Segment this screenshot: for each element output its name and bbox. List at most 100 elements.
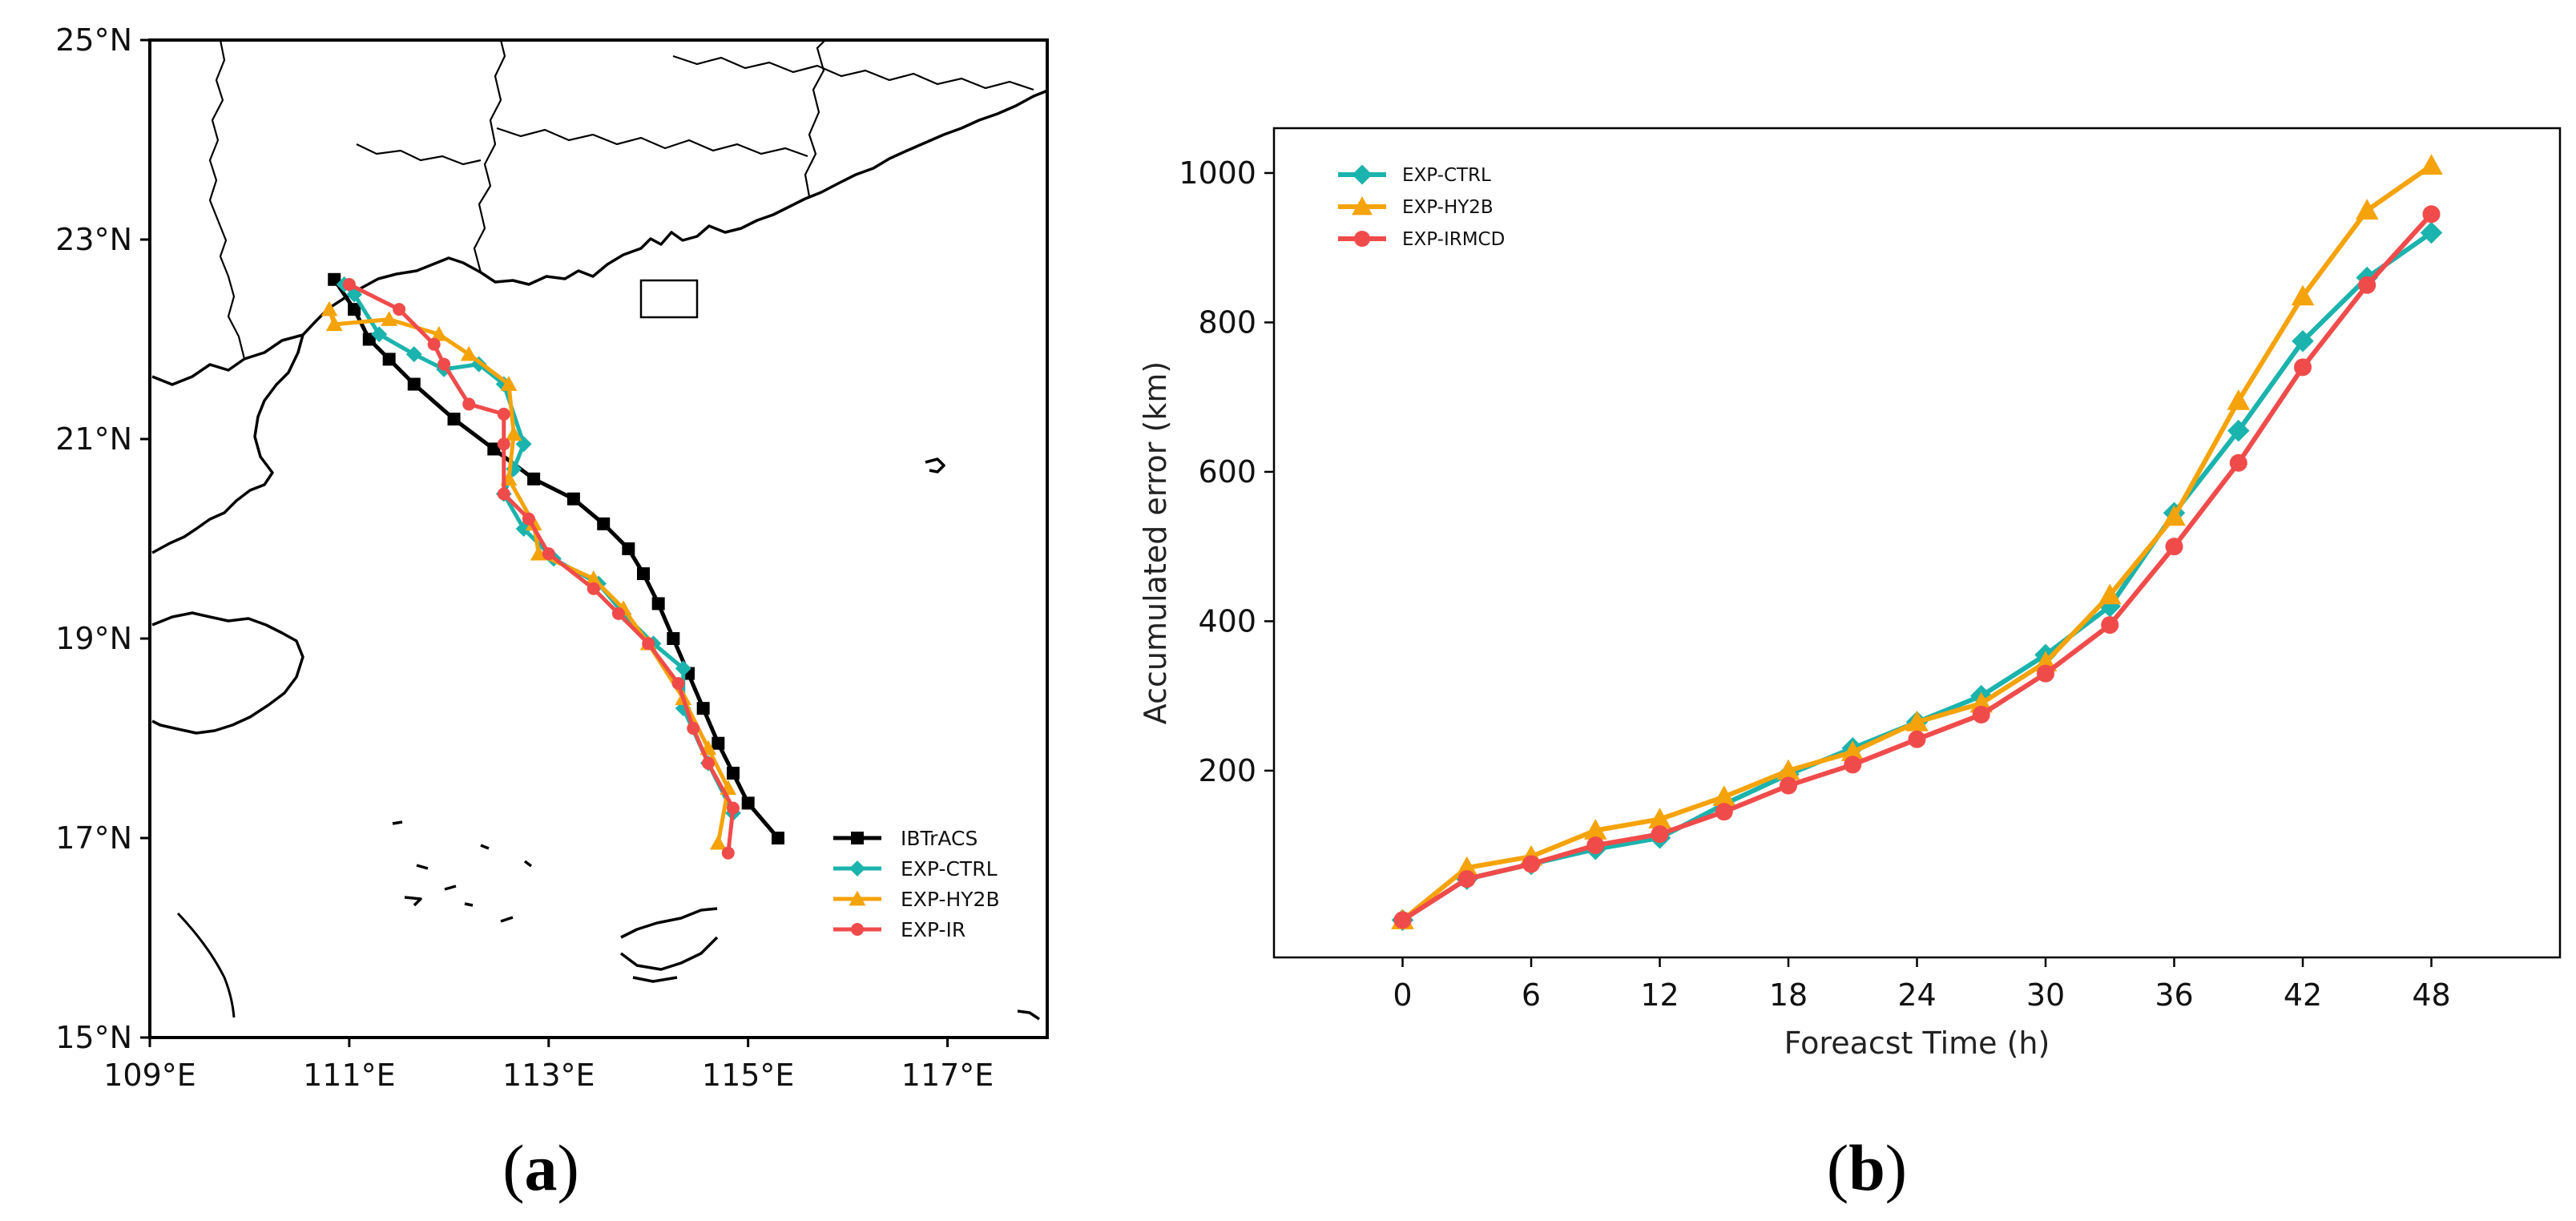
data-point-exp-ctrl	[2420, 221, 2443, 244]
data-point-exp-irmcd	[1715, 803, 1733, 821]
data-point-exp-hy2b	[2420, 154, 2443, 175]
southeast-island	[1017, 1009, 1040, 1021]
track-point-ibtracs	[712, 736, 725, 750]
data-point-exp-irmcd	[1522, 855, 1540, 873]
track-point-ibtracs	[527, 472, 541, 486]
panel-b-error-chart: 0 6 12 18 24 30 36 42 48 200 400 600 800 1000 EXP-CTR…	[1098, 0, 2576, 1221]
track-point-exp-hy2b	[500, 376, 518, 391]
track-point-ibtracs	[382, 353, 396, 366]
data-point-exp-irmcd	[2037, 664, 2054, 683]
track-line-exp-hy2b	[327, 308, 731, 844]
x-tick-label: 115°E	[702, 1058, 795, 1093]
x-tick-label: 117°E	[901, 1058, 994, 1093]
panel-a-track-map: 109°E 111°E 113°E 115°E 117°E 15°N 17°N 19°N 21°…	[0, 0, 1066, 1221]
y-tick-label: 400	[1198, 603, 1256, 639]
x-tick-label: 24	[1897, 977, 1936, 1013]
map-frame	[148, 38, 1049, 1039]
map-tracks	[320, 272, 784, 860]
paracel-islands	[392, 820, 533, 923]
track-point-exp-ir	[727, 801, 740, 815]
x-tick-label: 48	[2412, 977, 2450, 1013]
data-point-exp-irmcd	[1457, 870, 1476, 889]
x-tick-label: 30	[2026, 977, 2065, 1013]
hainan-island	[151, 611, 304, 735]
track-point-exp-hy2b	[530, 545, 547, 561]
track-point-exp-hy2b	[325, 316, 343, 332]
track-point-ibtracs	[447, 413, 461, 426]
track-point-exp-hy2b	[430, 325, 448, 341]
x-tick-label: 12	[1640, 977, 1679, 1013]
track-point-exp-ir	[721, 846, 735, 860]
caption-b: (b)	[1827, 1131, 1907, 1204]
data-point-exp-hy2b	[1648, 808, 1671, 828]
southern-islands	[619, 907, 719, 983]
data-point-exp-irmcd	[2294, 358, 2312, 377]
x-tick-label: 6	[1522, 977, 1541, 1013]
track-point-ibtracs	[667, 632, 680, 645]
x-tick-label: 42	[2284, 977, 2322, 1013]
track-point-ibtracs	[741, 796, 755, 810]
data-point-exp-hy2b	[1905, 710, 1929, 731]
series-line-exp-irmcd	[1401, 212, 2433, 922]
data-point-exp-hy2b	[2291, 284, 2315, 306]
data-point-exp-hy2b	[2227, 389, 2251, 410]
legend-label: EXP-CTRL	[901, 857, 998, 880]
legend-marker-exp-ctrl	[849, 860, 865, 876]
legend-marker-exp-ir	[851, 923, 864, 936]
map-arc	[176, 912, 236, 1018]
data-point-exp-irmcd	[1844, 756, 1862, 774]
track-point-exp-ir	[497, 407, 510, 421]
y-axis-title: Accumulated error (km)	[1138, 361, 1173, 724]
legend-marker-exp-hy2b	[849, 890, 866, 906]
legend-label: EXP-CTRL	[1402, 165, 1491, 186]
data-point-exp-irmcd	[1908, 730, 1926, 748]
track-point-exp-ctrl	[405, 346, 422, 363]
track-point-exp-ir	[437, 357, 451, 371]
track-point-exp-ctrl	[371, 326, 388, 343]
leizhou-peninsula	[151, 334, 304, 554]
track-point-exp-ir	[642, 637, 655, 651]
track-point-ibtracs	[597, 517, 611, 530]
track-point-exp-ir	[587, 582, 600, 595]
y-tick-label: 1000	[1179, 155, 1256, 191]
data-point-exp-hy2b	[2098, 583, 2122, 605]
y-tick-label: 19°N	[55, 621, 132, 656]
track-point-exp-ctrl	[675, 660, 691, 677]
track-point-exp-ir	[342, 278, 356, 292]
plot-frame	[1272, 127, 2562, 959]
data-point-exp-ctrl	[2227, 419, 2250, 442]
data-point-exp-hy2b	[1776, 759, 1800, 780]
x-tick-label: 0	[1393, 977, 1412, 1013]
legend-label: EXP-HY2B	[901, 888, 1000, 911]
y-tick-label: 200	[1198, 753, 1256, 788]
province-borders	[208, 40, 246, 360]
track-point-exp-ir	[462, 397, 476, 411]
track-point-exp-hy2b	[585, 570, 603, 586]
track-point-ibtracs	[362, 332, 376, 346]
data-point-exp-irmcd	[2165, 538, 2183, 556]
data-point-exp-irmcd	[1780, 776, 1797, 795]
track-point-exp-ir	[701, 756, 715, 770]
data-point-exp-irmcd	[2358, 276, 2376, 294]
data-point-exp-hy2b	[1712, 785, 1736, 806]
east-island	[925, 457, 945, 473]
legend-marker-ibtracs	[851, 832, 864, 844]
chart-legend: EXP-CTRL EXP-HY2B EXP-IRMCD	[1338, 164, 1505, 250]
legend-label: IBTrACS	[901, 827, 978, 850]
data-point-exp-hy2b	[1583, 819, 1607, 840]
track-point-ibtracs	[407, 377, 421, 391]
track-point-ibtracs	[637, 567, 650, 581]
data-point-exp-irmcd	[1972, 705, 1990, 723]
track-point-exp-ir	[611, 606, 625, 620]
y-tick-label: 15°N	[55, 1020, 132, 1055]
data-point-exp-hy2b	[1455, 856, 1479, 877]
data-point-exp-irmcd	[2229, 453, 2247, 472]
mainland-coastline	[151, 89, 1047, 386]
track-point-ibtracs	[727, 767, 740, 780]
y-tick-label: 17°N	[55, 820, 132, 856]
series-line-exp-hy2b	[1401, 163, 2433, 922]
data-point-exp-hy2b	[1969, 691, 1993, 713]
track-point-exp-hy2b	[460, 345, 478, 361]
x-tick-label: 109°E	[103, 1058, 196, 1093]
x-axis-title: Foreacst Time (h)	[1784, 1026, 2050, 1061]
